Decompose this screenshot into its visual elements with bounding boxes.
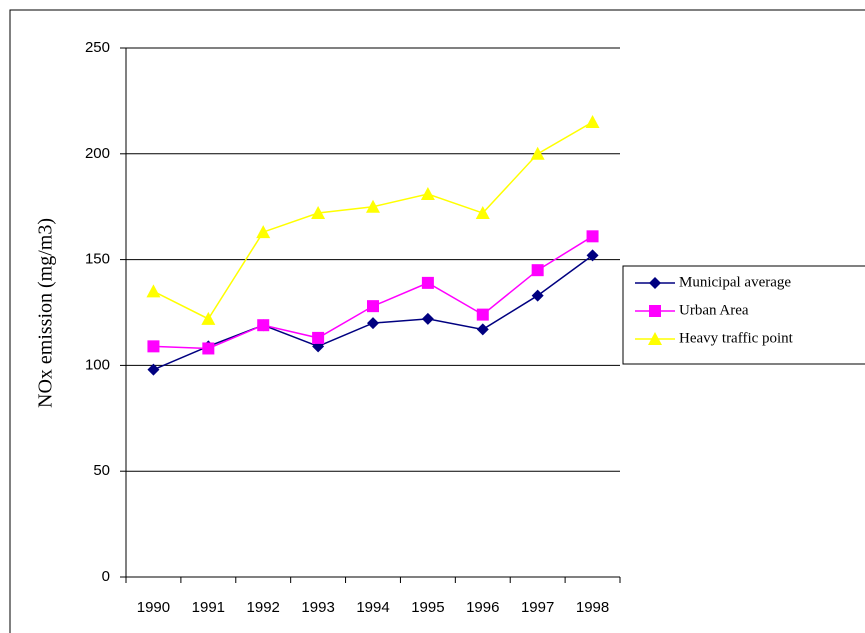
y-tick-label: 200 [85,145,110,162]
x-tick-label: 1990 [137,599,170,616]
y-axis-title: NOx emission (mg/m3) [35,218,57,408]
x-tick-label: 1997 [521,599,554,616]
marker [586,249,599,262]
marker [420,187,435,201]
y-tick-label: 100 [85,356,110,373]
marker [530,146,545,160]
y-tick-label: 50 [93,462,110,479]
marker [421,276,434,289]
legend-marker [649,305,661,317]
y-tick-label: 150 [85,251,110,268]
marker [531,289,544,302]
legend-label: Urban Area [679,302,749,318]
marker [257,319,270,332]
x-tick-label: 1998 [576,599,609,616]
x-tick-label: 1994 [356,599,389,616]
marker [312,331,325,344]
marker [367,300,379,313]
x-tick-label: 1995 [411,599,444,616]
marker [531,264,544,277]
x-tick-label: 1992 [247,599,280,616]
marker [202,342,215,355]
marker [256,225,271,239]
legend-marker [648,332,662,345]
legend-label: Municipal average [679,274,791,290]
marker [147,363,160,376]
y-tick-label: 0 [102,568,110,585]
marker [421,312,434,325]
legend-label: Heavy traffic point [679,330,794,346]
marker [586,230,599,243]
x-tick-label: 1993 [301,599,334,616]
marker [585,115,600,129]
marker [475,206,490,220]
marker [201,311,216,325]
y-tick-label: 250 [85,39,110,56]
x-tick-label: 1996 [466,599,499,616]
legend-marker [649,277,661,289]
marker [147,340,160,353]
marker [476,308,489,321]
x-tick-label: 1991 [192,599,225,616]
marker [146,284,161,298]
marker [476,323,489,336]
marker [311,206,326,220]
marker [366,199,380,213]
marker [367,317,379,330]
